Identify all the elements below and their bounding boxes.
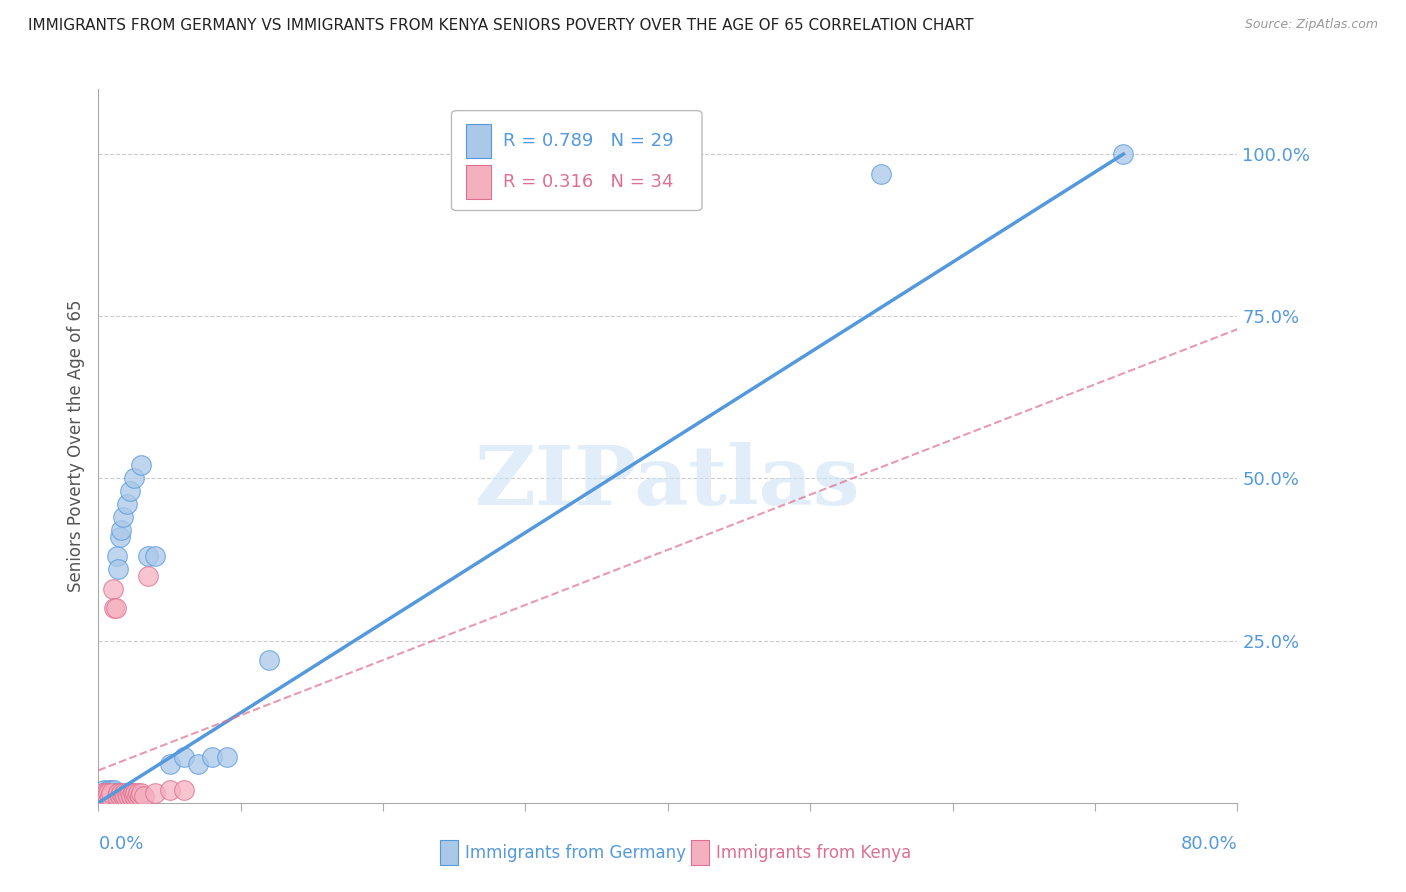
Point: [870, 167, 893, 181]
Point: [110, 786, 132, 800]
Point: [145, 786, 167, 800]
Point: [114, 789, 136, 804]
Point: [120, 789, 142, 804]
Point: [104, 786, 127, 800]
Point: [122, 471, 145, 485]
Point: [173, 750, 195, 764]
Point: [94, 786, 117, 800]
Point: [118, 786, 141, 800]
Text: Immigrants from Kenya: Immigrants from Kenya: [716, 844, 911, 862]
Point: [101, 786, 124, 800]
Point: [101, 582, 124, 596]
Point: [93, 789, 115, 804]
Point: [104, 601, 127, 615]
Point: [117, 789, 139, 804]
Point: [115, 497, 138, 511]
Point: [98, 786, 121, 800]
Text: 80.0%: 80.0%: [1181, 835, 1237, 853]
Point: [100, 782, 122, 797]
Point: [187, 756, 209, 771]
Bar: [467, 124, 491, 159]
Point: [105, 789, 128, 804]
Point: [97, 786, 120, 800]
Point: [128, 789, 150, 804]
Point: [115, 786, 138, 800]
Text: Immigrants from Germany: Immigrants from Germany: [465, 844, 686, 862]
Point: [132, 789, 155, 804]
Point: [96, 786, 118, 800]
Point: [111, 789, 134, 804]
Point: [121, 786, 143, 800]
Point: [107, 562, 129, 576]
Point: [110, 524, 132, 538]
Point: [91, 786, 114, 800]
Point: [173, 782, 195, 797]
Point: [96, 789, 118, 804]
Point: [93, 782, 115, 797]
Point: [107, 786, 129, 800]
Point: [118, 484, 141, 499]
Point: [136, 568, 159, 582]
Point: [122, 789, 145, 804]
Point: [127, 786, 149, 800]
Point: [145, 549, 167, 564]
Point: [136, 549, 159, 564]
Point: [1112, 147, 1135, 161]
Point: [94, 789, 117, 804]
Point: [108, 530, 131, 544]
Bar: [440, 840, 458, 865]
Text: R = 0.316   N = 34: R = 0.316 N = 34: [503, 173, 673, 191]
Point: [159, 782, 181, 797]
Point: [129, 458, 152, 473]
Text: 0.0%: 0.0%: [98, 835, 143, 853]
Text: Source: ZipAtlas.com: Source: ZipAtlas.com: [1244, 18, 1378, 31]
Bar: [690, 840, 709, 865]
Point: [91, 786, 114, 800]
Point: [111, 510, 134, 524]
Point: [100, 786, 122, 800]
Y-axis label: Seniors Poverty Over the Age of 65: Seniors Poverty Over the Age of 65: [66, 300, 84, 592]
Point: [98, 789, 121, 804]
Point: [159, 756, 181, 771]
Point: [129, 786, 152, 800]
Point: [201, 750, 224, 764]
Point: [125, 789, 148, 804]
Point: [215, 750, 238, 764]
Text: IMMIGRANTS FROM GERMANY VS IMMIGRANTS FROM KENYA SENIORS POVERTY OVER THE AGE OF: IMMIGRANTS FROM GERMANY VS IMMIGRANTS FR…: [28, 18, 974, 33]
Text: ZIPatlas: ZIPatlas: [475, 442, 860, 522]
Text: R = 0.789   N = 29: R = 0.789 N = 29: [503, 132, 673, 150]
Point: [124, 786, 146, 800]
Point: [105, 549, 128, 564]
Bar: [467, 165, 491, 199]
Point: [103, 601, 125, 615]
Point: [97, 782, 120, 797]
Point: [259, 653, 281, 667]
Point: [103, 782, 125, 797]
FancyBboxPatch shape: [451, 111, 702, 211]
Point: [90, 789, 112, 804]
Point: [108, 789, 131, 804]
Point: [112, 786, 135, 800]
